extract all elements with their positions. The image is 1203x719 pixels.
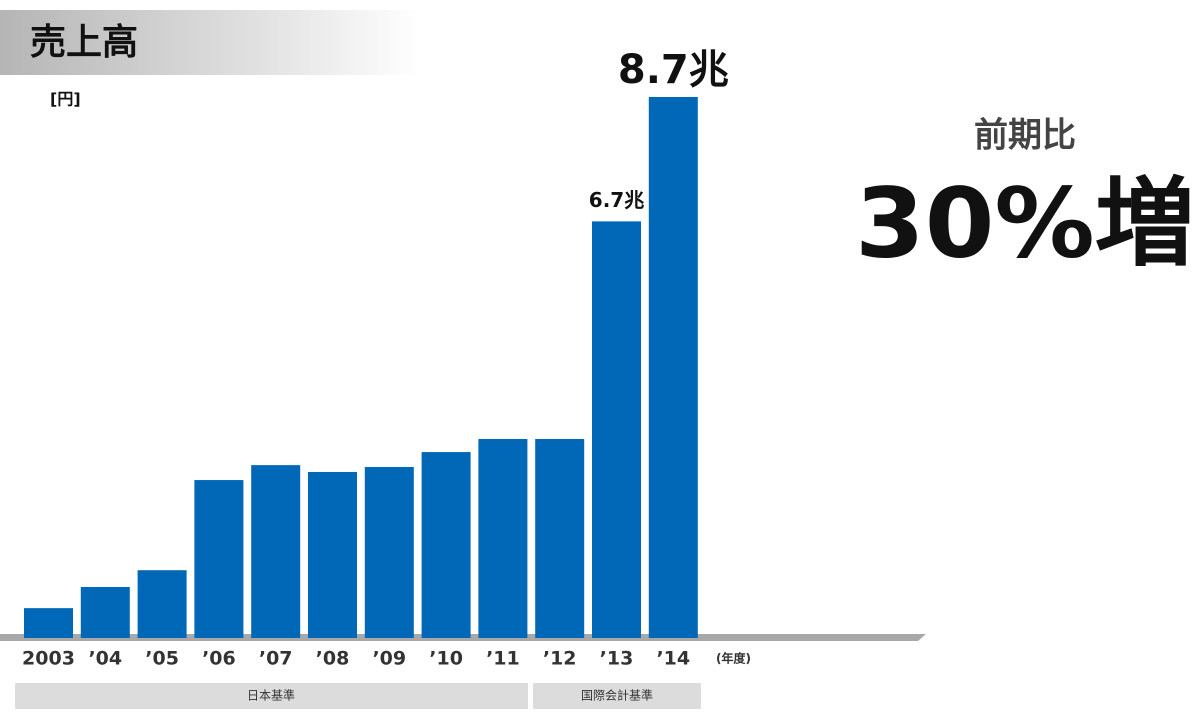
x-tick-label: ’04 — [88, 648, 122, 670]
bar — [137, 570, 187, 638]
bar — [421, 452, 471, 638]
annotation-text: 30%増 — [855, 167, 1195, 279]
value-label: 6.7兆 — [589, 188, 644, 212]
bar — [251, 465, 301, 638]
x-tick-label: ’13 — [600, 648, 634, 670]
bar — [80, 587, 130, 638]
x-tick-label: ’08 — [316, 648, 350, 670]
x-tick-label: ’11 — [486, 648, 520, 670]
bar — [535, 439, 585, 638]
chart-title: 売上高 — [30, 22, 138, 63]
value-label: 8.7兆 — [618, 47, 729, 93]
group-label: 国際会計基準 — [581, 688, 653, 703]
x-unit: (年度) — [716, 651, 751, 666]
title-band — [0, 10, 420, 75]
bar — [592, 221, 641, 639]
bar — [648, 97, 698, 638]
x-tick-label: ’05 — [145, 648, 179, 670]
bar — [308, 471, 357, 638]
x-tick-label: ’09 — [372, 648, 406, 670]
annotation-label: 前期比 — [974, 116, 1076, 156]
x-tick-label: 2003 — [22, 648, 75, 670]
x-tick-label: ’10 — [429, 648, 463, 670]
x-tick-label: ’06 — [202, 648, 236, 670]
bar — [194, 480, 244, 638]
x-tick-label: ’07 — [259, 648, 293, 670]
y-unit: [円] — [50, 90, 81, 109]
group-label: 日本基準 — [247, 688, 295, 703]
group-box — [533, 683, 701, 709]
group-box — [15, 683, 528, 709]
bar — [478, 439, 528, 638]
bar — [364, 466, 414, 638]
x-tick-label: ’12 — [543, 648, 577, 670]
x-tick-label: ’14 — [656, 648, 690, 670]
bar — [24, 608, 73, 638]
